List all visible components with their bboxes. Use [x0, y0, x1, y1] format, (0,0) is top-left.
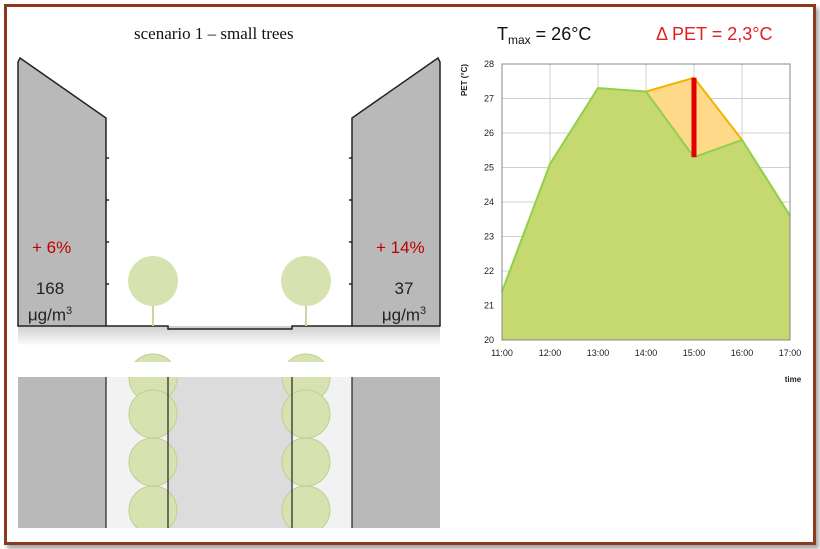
tmax-sub: max — [508, 33, 531, 47]
x-tick-label: 17:00 — [779, 348, 802, 358]
street-profile — [106, 325, 352, 330]
plan-left-building — [18, 377, 106, 528]
tmax-label: Tmax = 26°C — [497, 24, 591, 47]
plan-bottom-mask — [18, 528, 440, 538]
ground-shadow — [18, 326, 440, 346]
right-concentration: 37 μg/m3 — [374, 278, 434, 327]
plot-border — [501, 63, 791, 341]
x-tick-label: 11:00 — [491, 348, 513, 358]
left-unit-line: μg/m3 — [20, 300, 80, 327]
x-tick-label: 13:00 — [587, 348, 610, 358]
right-unit-line: μg/m3 — [374, 300, 434, 327]
y-axis-label: PET (°C) — [460, 64, 469, 96]
tmax-value: = 26°C — [530, 24, 592, 44]
left-concentration: 168 μg/m3 — [20, 278, 80, 327]
tmax-t: T — [497, 24, 508, 44]
left-value: 168 — [35, 279, 65, 298]
y-tick-label: 28 — [484, 59, 494, 69]
left-increase: + 6% — [32, 238, 72, 257]
y-tick-label: 21 — [484, 301, 494, 311]
y-tick-label: 26 — [484, 128, 494, 138]
right-unit-sup: 3 — [420, 305, 427, 317]
y-tick-label: 20 — [484, 335, 494, 345]
plan-lines — [105, 377, 353, 528]
y-tick-label: 22 — [484, 266, 494, 276]
x-tick-label: 12:00 — [539, 348, 562, 358]
plan-road — [168, 377, 292, 528]
y-tick-label: 24 — [484, 197, 494, 207]
section-tree-right — [281, 256, 331, 326]
right-building — [351, 56, 441, 327]
facade-ticks — [106, 157, 352, 285]
right-increase: + 14% — [376, 238, 425, 257]
plan-top-mask — [18, 362, 440, 377]
y-tick-label: 27 — [484, 94, 494, 104]
plan-right-building — [352, 377, 440, 528]
y-tick-label: 23 — [484, 232, 494, 242]
x-tick-label: 14:00 — [635, 348, 658, 358]
delta-pet-label: Δ PET = 2,3°C — [656, 24, 773, 44]
x-axis-label: time — [785, 375, 802, 384]
scenario-title: scenario 1 – small trees — [134, 24, 294, 43]
y-tick-label: 25 — [484, 163, 494, 173]
x-tick-label: 15:00 — [683, 348, 706, 358]
left-unit: μg/m — [27, 305, 66, 325]
series-area-trees — [502, 88, 790, 341]
left-building — [17, 56, 107, 327]
section-tree-left — [128, 256, 178, 326]
series-line-trees — [501, 87, 791, 293]
left-unit-sup: 3 — [66, 305, 73, 317]
x-tick-label: 16:00 — [731, 348, 754, 358]
right-unit: μg/m — [381, 305, 420, 325]
right-value: 37 — [394, 279, 414, 298]
